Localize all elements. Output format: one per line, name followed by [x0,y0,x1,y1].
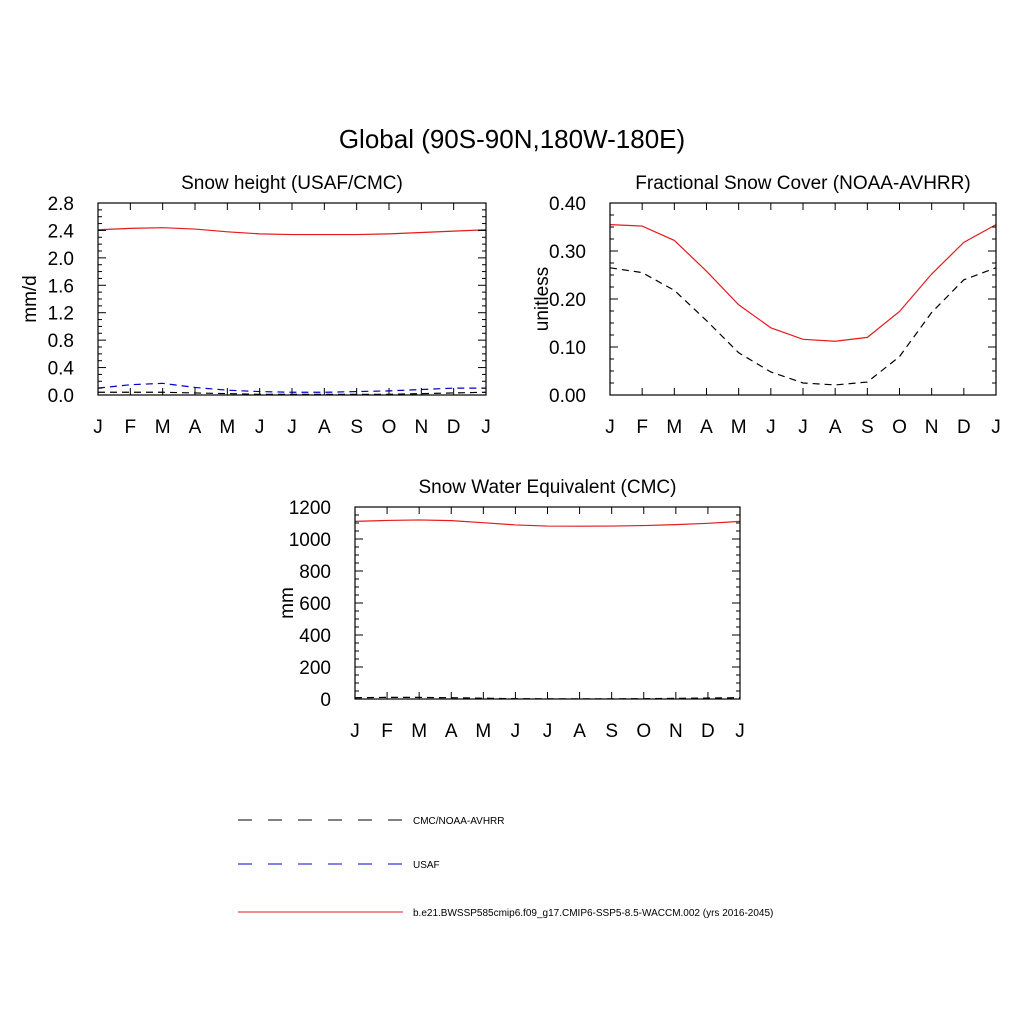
y-tick-label: 800 [299,562,331,583]
x-tick-label: O [382,417,397,438]
x-tick-label: O [636,721,651,742]
x-tick-label: M [219,417,235,438]
x-tick-label: J [481,417,491,438]
y-tick-label: 0.00 [549,386,586,407]
x-tick-label: M [411,721,427,742]
y-tick-label: 1.2 [48,304,74,325]
x-tick-label: M [666,417,682,438]
y-tick-label: 200 [299,658,331,679]
y-tick-label: 1.6 [48,276,74,297]
y-tick-label: 0.20 [549,290,586,311]
y-tick-label: 0.8 [48,331,74,352]
chart-panels: Snow height (USAF/CMC)mm/dJ F M A M J J A S O N D J0… [20,173,1001,742]
x-tick-label: J [350,721,360,742]
legend-label-2: USAF [413,860,440,871]
x-tick-label: N [414,417,428,438]
x-tick-label: F [636,417,648,438]
series-line-1 [354,519,741,527]
x-tick-label: S [350,417,363,438]
x-tick-label: F [381,721,393,742]
x-tick-label: S [861,417,874,438]
panel-title: Snow Water Equivalent (CMC) [419,477,677,498]
panel-title: Fractional Snow Cover (NOAA-AVHRR) [635,173,970,194]
x-tick-label: J [255,417,265,438]
plot-frame [354,506,741,700]
legend: CMC/NOAA-AVHRR USAF b.e21.BWSSP585cmip6.f0… [238,816,773,919]
figure-title: Global (90S-90N,180W-180E) [339,124,685,154]
y-axis-label: mm/d [20,275,41,323]
y-tick-label: 0.40 [549,194,586,215]
x-tick-label: M [475,721,491,742]
x-tick-label: J [991,417,1001,438]
chart-panel-3: Snow Water Equivalent (CMC)mmJ F M A M J J A S O N… [277,477,745,742]
x-tick-label: D [447,417,461,438]
y-tick-label: 2.8 [48,194,74,215]
x-tick-label: J [93,417,103,438]
y-tick-label: 0.30 [549,242,586,263]
chart-panel-1: Snow height (USAF/CMC)mm/dJ F M A M J J A S O N D J0… [20,173,491,438]
x-tick-label: J [511,721,521,742]
x-tick-label: O [892,417,907,438]
x-tick-label: A [700,417,713,438]
y-tick-label: 0.10 [549,338,586,359]
y-tick-label: 0.0 [48,386,74,407]
x-tick-label: N [669,721,683,742]
y-tick-label: 1200 [289,498,331,519]
x-tick-label: A [189,417,202,438]
y-tick-label: 2.0 [48,249,74,270]
legend-label-3: b.e21.BWSSP585cmip6.f09_g17.CMIP6-SSP5-8… [413,908,773,919]
x-tick-label: A [829,417,842,438]
x-tick-label: M [155,417,171,438]
series-line-1 [97,227,487,236]
chart-panel-2: Fractional Snow Cover (NOAA-AVHRR) unitle… [532,173,1001,438]
x-tick-label: F [125,417,137,438]
x-tick-label: A [445,721,458,742]
y-tick-label: 0.4 [48,359,75,380]
x-tick-label: N [925,417,939,438]
x-tick-label: S [605,721,618,742]
x-tick-label: J [766,417,776,438]
legend-label-1: CMC/NOAA-AVHRR [413,816,504,827]
x-tick-label: D [701,721,715,742]
x-tick-label: J [605,417,615,438]
x-tick-label: M [731,417,747,438]
panel-title: Snow height (USAF/CMC) [181,173,403,194]
x-tick-label: D [957,417,971,438]
plot-frame [609,202,997,396]
x-tick-label: A [318,417,331,438]
x-tick-label: J [543,721,553,742]
y-tick-label: 0 [320,690,331,711]
y-axis-label: mm [277,587,298,619]
series-line-2 [609,267,997,386]
y-axis-label: unitless [532,267,553,331]
y-tick-label: 1000 [289,530,331,551]
x-tick-label: J [735,721,745,742]
x-tick-label: J [798,417,808,438]
y-tick-label: 400 [299,626,331,647]
x-tick-label: J [287,417,297,438]
y-tick-label: 600 [299,594,331,615]
x-tick-label: A [573,721,586,742]
y-tick-label: 2.4 [48,221,75,242]
series-line-1 [609,224,997,342]
